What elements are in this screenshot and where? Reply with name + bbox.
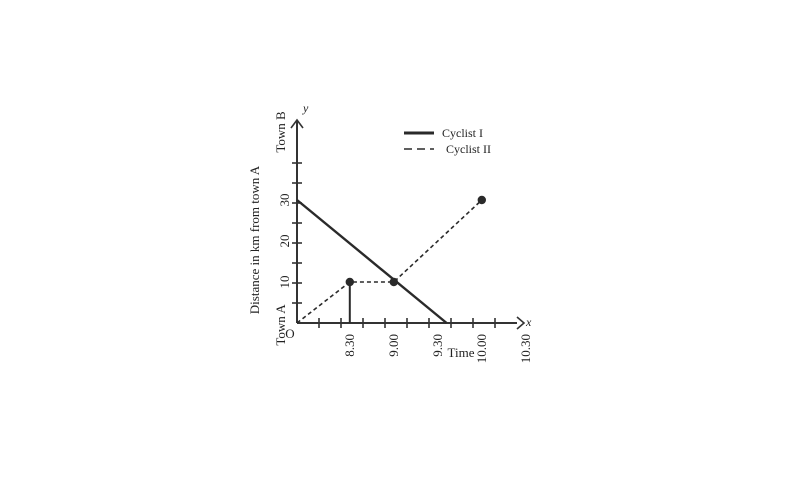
x-tick-label: 9.00 — [386, 334, 401, 357]
origin-label: O — [285, 326, 294, 341]
town-a-label: Town A — [273, 304, 288, 346]
series-line-1 — [296, 199, 448, 324]
ticks: 8.30 9.00 9.30 10.00 10.30 10 20 30 — [277, 162, 533, 363]
x-tick-label: 10.00 — [474, 334, 489, 363]
y-tick-label: 30 — [277, 194, 292, 207]
x-tick-label: 8.30 — [342, 334, 357, 357]
y-tick-label: 20 — [277, 235, 292, 248]
legend-label-cyclist-2: Cyclist II — [446, 142, 491, 156]
series-line-2 — [296, 199, 483, 324]
y-axis-arrow — [290, 118, 304, 129]
x-axis-title: Time — [448, 345, 475, 360]
x-axis-letter: x — [525, 315, 532, 329]
y-axis-title: Distance in km from town A — [247, 165, 262, 314]
data-point — [477, 195, 486, 205]
legend: Cyclist I Cyclist II — [404, 126, 491, 156]
x-axis-arrow — [516, 316, 526, 330]
x-tick-label: 10.30 — [518, 334, 533, 363]
series — [296, 195, 486, 324]
y-tick-label: 10 — [277, 276, 292, 289]
x-tick-label: 9.30 — [430, 334, 445, 357]
y-axis-letter: y — [302, 101, 309, 115]
town-b-label: Town B — [273, 111, 288, 153]
legend-label-cyclist-1: Cyclist I — [442, 126, 483, 140]
